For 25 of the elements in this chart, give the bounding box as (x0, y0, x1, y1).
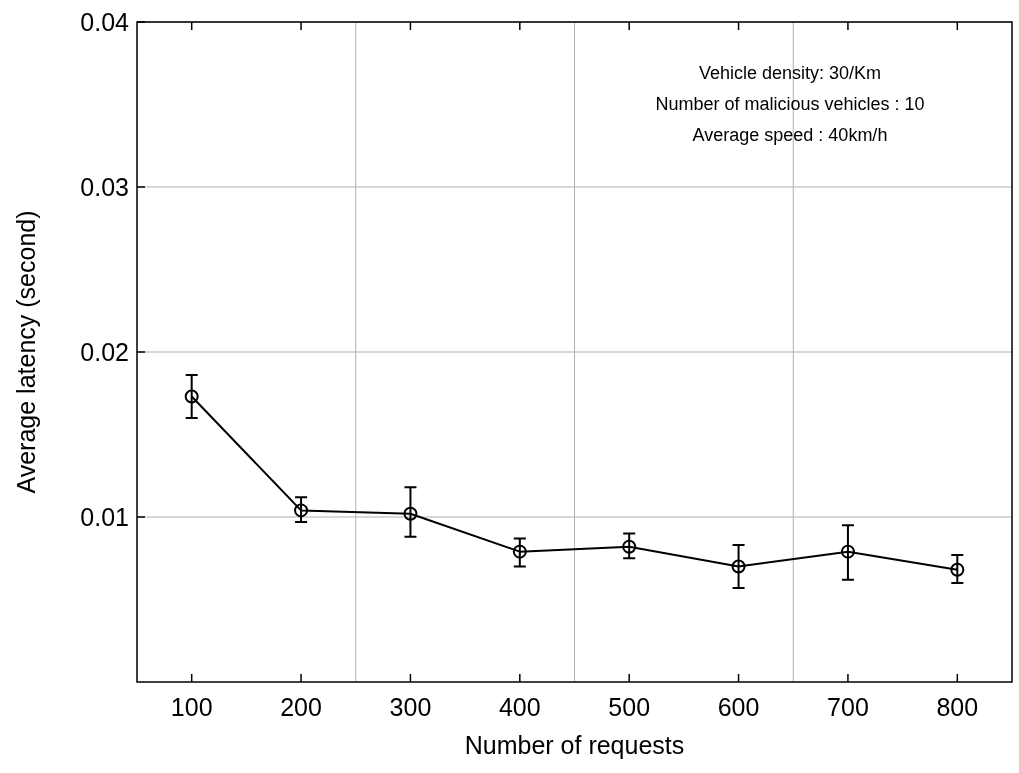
x-tick-label: 400 (498, 693, 541, 721)
x-tick-label: 300 (389, 693, 432, 721)
point (622, 539, 637, 554)
x-tick-label: 800 (936, 693, 979, 721)
point (512, 544, 527, 559)
y-tick-label: 0.02 (80, 338, 129, 366)
y-tick-label: 0.01 (80, 503, 129, 531)
y-tick-label: 0.04 (80, 8, 130, 36)
x-axis-title: Number of requests (464, 731, 685, 759)
x-tick-label: 700 (827, 693, 869, 721)
point (403, 506, 418, 521)
x-tick-label: 100 (170, 693, 213, 721)
x-tick-label: 600 (717, 693, 760, 721)
point (731, 559, 746, 574)
annotation: Vehicle density: 30/Km (698, 63, 882, 83)
point (840, 544, 855, 559)
y-axis-title: Average latency (second) (12, 210, 40, 494)
point (294, 503, 309, 518)
annotation: Number of malicious vehicles : 10 (655, 94, 925, 114)
x-tick-label: 200 (280, 693, 322, 721)
point (184, 389, 199, 404)
annotation: Average speed : 40km/h (692, 125, 888, 145)
y-tick-label: 0.03 (80, 173, 129, 201)
x-tick-label: 500 (608, 693, 651, 721)
point (950, 562, 965, 577)
